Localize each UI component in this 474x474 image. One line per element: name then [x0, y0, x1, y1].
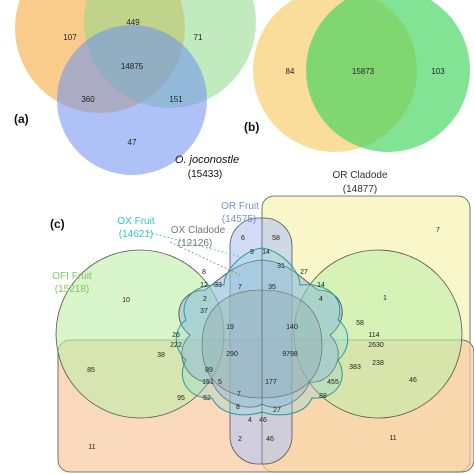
- region-label: 103: [431, 67, 445, 76]
- region-label: 14: [262, 249, 270, 256]
- region-label: 14875: [121, 62, 144, 71]
- region-label: 238: [372, 360, 384, 367]
- region-label: 85: [87, 367, 95, 374]
- set-count-or-fruit: (14575): [222, 214, 256, 225]
- region-label: 11: [389, 435, 396, 442]
- set-label-ox-cladode: OX Cladode: [171, 225, 226, 236]
- region-label: 8: [236, 404, 240, 411]
- region-label: 2: [203, 296, 207, 303]
- region-label: 71: [194, 33, 203, 42]
- venn-panel-b: 84 15873 103 (b): [244, 0, 470, 152]
- venn-panel-a: 107 449 71 14875 360 151 47 (a) O. jocon…: [14, 0, 256, 180]
- region-label: 2: [238, 436, 242, 443]
- region-label: 15873: [352, 67, 375, 76]
- panel-c-label: (c): [50, 217, 65, 231]
- region-label: 26: [172, 332, 180, 339]
- region-label: 33: [214, 282, 222, 289]
- region-label: 10: [122, 297, 130, 304]
- region-label: 383: [349, 364, 361, 371]
- region-label: 449: [126, 18, 140, 27]
- set-label-or-cladode: OR Cladode: [332, 170, 387, 181]
- leader-line-ox-fruit: [147, 231, 246, 259]
- set-label-or-fruit: OR Fruit: [221, 201, 259, 212]
- set-label-ox-fruit: OX Fruit: [117, 216, 154, 227]
- set-blue-circle: [57, 25, 207, 175]
- region-label: 2630: [368, 342, 384, 349]
- region-label: 140: [286, 324, 298, 331]
- region-label: 5: [218, 379, 222, 386]
- region-label: 46: [259, 417, 267, 424]
- region-label: 84: [286, 67, 295, 76]
- set-green-circle-b: [306, 0, 470, 152]
- region-label: 8: [202, 269, 206, 276]
- region-label: 14: [317, 282, 325, 289]
- region-label: 27: [273, 407, 281, 414]
- region-label: 114: [368, 332, 379, 339]
- region-label: 88: [319, 393, 327, 400]
- region-label: 11: [88, 444, 95, 451]
- region-label: 38: [157, 352, 165, 359]
- set-count-ofi-fruit: (15218): [55, 284, 89, 295]
- set-count-ox-cladode: (12126): [178, 238, 212, 249]
- region-label: 222: [170, 342, 182, 349]
- region-label: 7: [238, 284, 242, 291]
- set-label-joconostle: O. joconostle: [175, 154, 239, 166]
- region-label: 151: [169, 95, 183, 104]
- region-label: 89: [205, 367, 213, 374]
- region-label: 58: [356, 320, 364, 327]
- region-label: 95: [177, 395, 185, 402]
- set-count-ox-fruit: (14621): [119, 229, 153, 240]
- panel-b-label: (b): [244, 120, 259, 134]
- region-label: 360: [81, 95, 95, 104]
- region-label: 7: [237, 391, 241, 398]
- panel-a-label: (a): [14, 112, 29, 126]
- region-label: 177: [265, 379, 277, 386]
- region-label: 58: [272, 235, 280, 242]
- set-count-or-cladode: (14877): [343, 184, 377, 195]
- region-label: 4: [248, 417, 252, 424]
- region-label: 6: [241, 235, 245, 242]
- leader-line-ox-cladode: [169, 241, 241, 276]
- region-label: 9: [250, 249, 254, 256]
- region-label: 107: [63, 33, 77, 42]
- region-label: 37: [200, 308, 208, 315]
- region-label: 19: [226, 324, 234, 331]
- region-label: 27: [300, 269, 308, 276]
- region-label: 1: [383, 295, 387, 302]
- region-label: 12: [200, 282, 208, 289]
- region-label: 455: [327, 379, 339, 386]
- region-label: 46: [266, 436, 274, 443]
- region-label: 31: [277, 263, 285, 270]
- venn-panel-c: (c) OR Cladode (14877) OR Fruit (14575) …: [50, 170, 474, 473]
- set-count-joconostle: (15433): [188, 169, 222, 180]
- region-label: 52: [203, 395, 211, 402]
- region-label: 151: [202, 379, 214, 386]
- region-label: 35: [268, 284, 276, 291]
- region-label: 4: [319, 296, 323, 303]
- region-label: 47: [128, 138, 137, 147]
- set-label-ofi-fruit: OFI Fruit: [52, 271, 92, 282]
- region-label: 9798: [282, 351, 298, 358]
- region-label: 46: [409, 377, 417, 384]
- region-label: 290: [226, 351, 238, 358]
- region-label: 7: [436, 227, 440, 234]
